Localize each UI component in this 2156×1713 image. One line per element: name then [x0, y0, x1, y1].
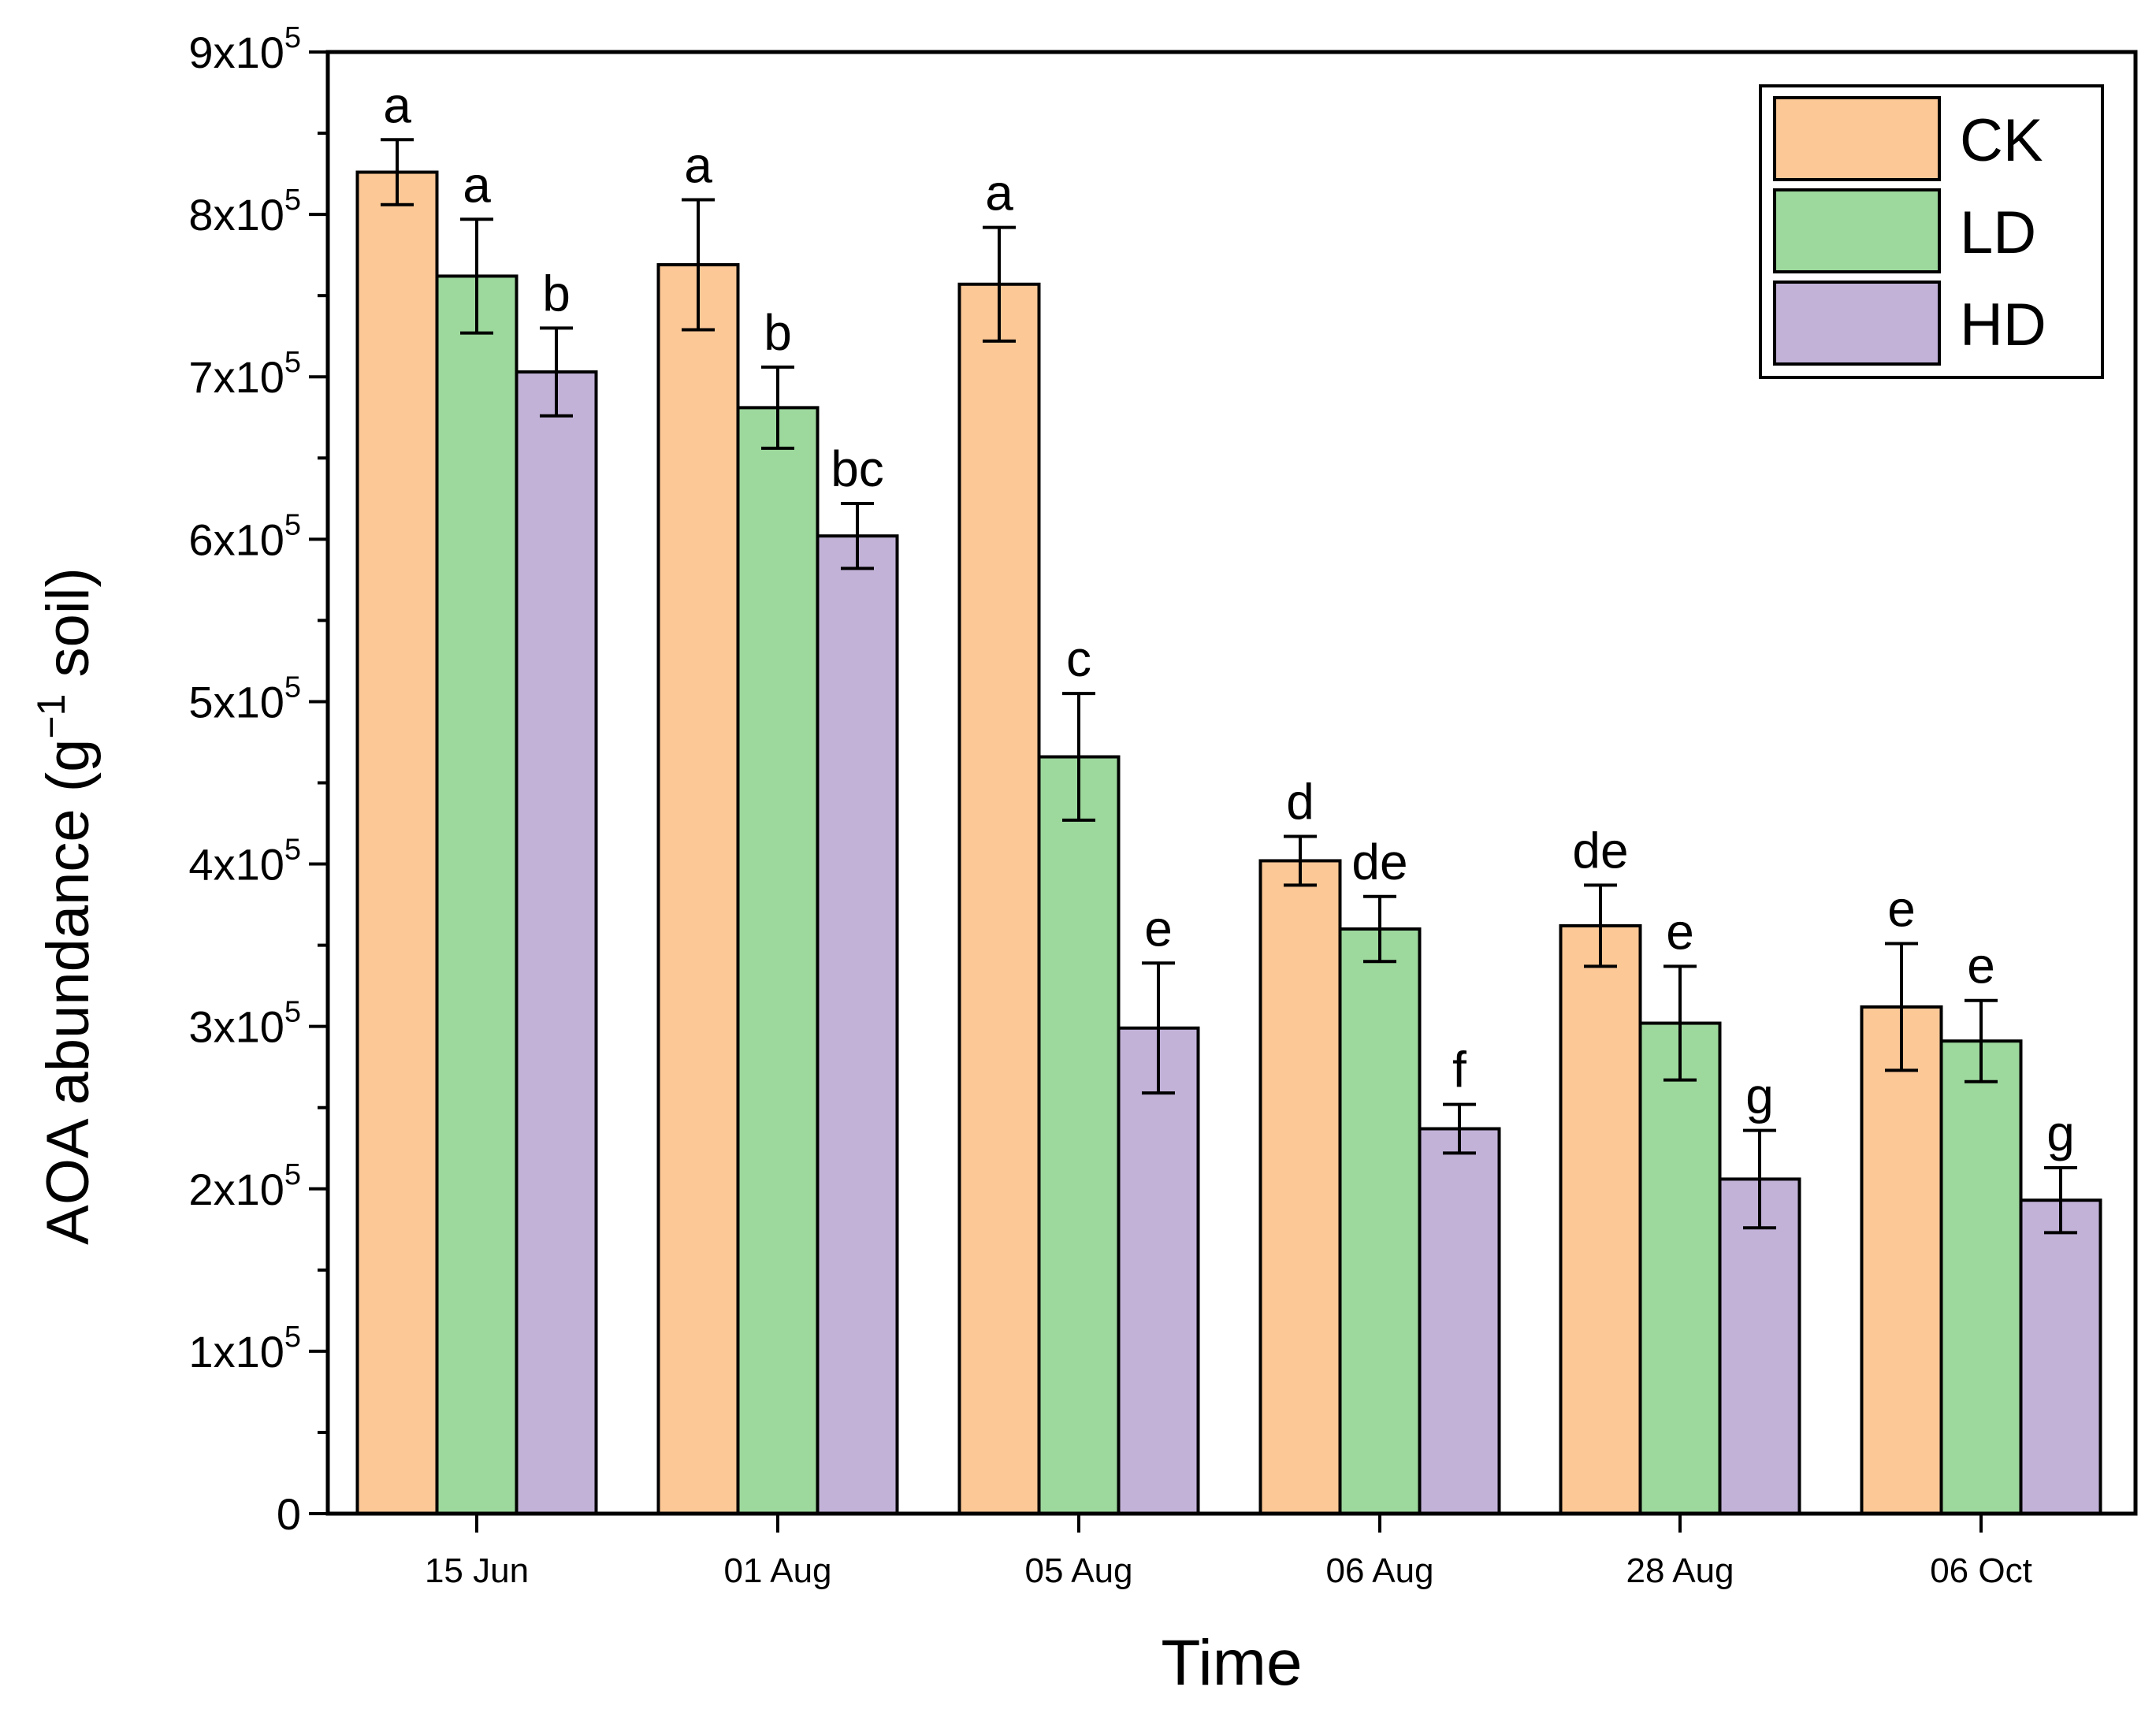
significance-label-ld-3: c [1066, 630, 1091, 687]
error-bar-hd-5 [1743, 1128, 1776, 1230]
bar-ck-3 [957, 282, 1041, 1515]
legend: CK LD HD [1759, 84, 2104, 379]
y-tick-label-2: 2x105 [188, 1158, 301, 1214]
x-tick-label-1: 15 Jun [425, 1551, 529, 1590]
error-bar-ld-4 [1363, 894, 1396, 964]
significance-label-hd-4: f [1452, 1042, 1466, 1098]
bar-hd-2 [816, 534, 899, 1516]
significance-label-ck-1: a [383, 76, 411, 133]
legend-swatch-ld [1773, 188, 1941, 273]
bar-ld-6 [1939, 1039, 2023, 1515]
bar-hd-6 [2019, 1198, 2102, 1515]
significance-label-ck-5: de [1572, 822, 1628, 879]
significance-label-hd-2: bc [831, 440, 884, 497]
y-axis-title-main: AOA abundance (g [35, 739, 102, 1245]
bar-ld-1 [435, 274, 519, 1515]
error-bar-hd-1 [540, 326, 573, 418]
bar-ck-2 [656, 263, 740, 1515]
y-axis-title: AOA abundance (g−1 soil) [29, 567, 102, 1245]
bar-ck-5 [1559, 923, 1642, 1515]
legend-label-ld: LD [1960, 199, 2036, 266]
y-axis-title-superscript: −1 [29, 694, 73, 739]
significance-label-hd-6: g [2046, 1105, 2075, 1161]
bar-ck-1 [355, 170, 439, 1515]
significance-label-hd-5: g [1745, 1068, 1774, 1124]
y-tick-label-5: 5x105 [188, 671, 301, 726]
significance-label-ck-6: e [1887, 881, 1916, 938]
x-tick-label-3: 05 Aug [1024, 1551, 1132, 1590]
y-tick-label-9: 9x105 [188, 21, 301, 77]
error-bar-ld-2 [761, 365, 794, 450]
y-tick-label-3: 3x105 [188, 996, 301, 1052]
error-bars-layer [381, 138, 2077, 1235]
error-bar-hd-6 [2044, 1165, 2077, 1235]
bar-ld-4 [1338, 927, 1422, 1515]
significance-label-ck-4: d [1286, 774, 1314, 830]
error-bar-hd-3 [1142, 961, 1175, 1095]
bar-hd-4 [1418, 1127, 1501, 1516]
y-tick-label-7: 7x105 [188, 346, 301, 402]
y-tick-label-4: 4x105 [188, 834, 301, 890]
error-bar-hd-2 [841, 501, 874, 570]
bar-hd-3 [1117, 1026, 1200, 1515]
legend-label-ck: CK [1960, 107, 2043, 174]
bar-ck-4 [1258, 859, 1342, 1515]
bar-ld-2 [736, 406, 820, 1516]
significance-label-ld-2: b [764, 304, 792, 361]
x-axis: 15 Jun 01 Aug 05 Aug 06 Aug 28 Aug 06 Oct [425, 1514, 2032, 1590]
bar-ld-5 [1638, 1021, 1722, 1515]
error-bar-ck-4 [1284, 834, 1317, 887]
error-bar-ld-5 [1663, 964, 1697, 1082]
error-bar-ld-3 [1062, 692, 1095, 822]
x-tick-label-4: 06 Aug [1325, 1551, 1433, 1590]
error-bar-ld-1 [460, 217, 493, 335]
error-bar-hd-4 [1443, 1102, 1476, 1155]
significance-label-hd-1: b [542, 265, 571, 321]
x-tick-label-5: 28 Aug [1626, 1551, 1734, 1590]
x-tick-label-6: 06 Oct [1930, 1551, 2032, 1590]
significance-label-ld-1: a [463, 156, 491, 213]
error-bar-ck-6 [1885, 942, 1918, 1072]
error-bar-ck-3 [983, 225, 1016, 343]
significance-label-ld-6: e [1967, 938, 1995, 994]
significance-label-ck-3: a [985, 165, 1013, 221]
y-axis-title-tail: soil) [35, 567, 102, 693]
bar-ck-6 [1860, 1005, 1943, 1515]
y-tick-label-8: 8x105 [188, 184, 301, 240]
significance-label-hd-3: e [1144, 900, 1173, 957]
y-tick-label-6: 6x105 [188, 508, 301, 564]
y-axis: 0 1x105 2x105 3x105 4x105 5x105 6x105 7x105 8x10… [188, 21, 328, 1539]
x-tick-label-2: 01 Aug [723, 1551, 831, 1590]
significance-label-ld-5: e [1666, 903, 1694, 960]
x-axis-title: Time [1161, 1627, 1302, 1699]
legend-swatch-hd [1773, 281, 1941, 366]
error-bar-ld-6 [1965, 998, 1998, 1083]
legend-label-hd: HD [1960, 292, 2046, 359]
bar-hd-5 [1718, 1177, 1801, 1516]
error-bar-ck-5 [1584, 883, 1617, 968]
y-tick-label-0: 0 [277, 1489, 301, 1539]
bar-ld-3 [1037, 755, 1121, 1515]
error-bar-ck-2 [682, 198, 715, 332]
bar-hd-1 [515, 370, 598, 1515]
significance-label-ck-2: a [684, 137, 712, 194]
legend-swatch-ck [1773, 96, 1941, 181]
y-tick-label-1: 1x105 [188, 1321, 301, 1377]
error-bar-ck-1 [381, 138, 414, 206]
significance-label-ld-4: de [1351, 834, 1407, 890]
